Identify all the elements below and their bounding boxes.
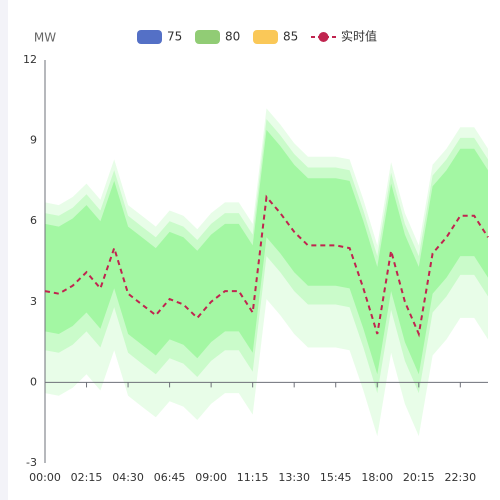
legend-label: 75 bbox=[167, 30, 182, 44]
x-tick-label: 09:00 bbox=[195, 471, 227, 484]
y-tick-label: 3 bbox=[30, 295, 37, 308]
x-tick-label: 00:00 bbox=[29, 471, 61, 484]
y-tick-label: 9 bbox=[30, 134, 37, 147]
band-area bbox=[45, 129, 488, 375]
x-tick-label: 20:15 bbox=[403, 471, 435, 484]
legend-swatch bbox=[137, 30, 162, 44]
y-tick-label: -3 bbox=[26, 456, 37, 469]
legend-swatch bbox=[253, 30, 278, 44]
legend-label: 80 bbox=[225, 30, 240, 44]
x-tick-label: 22:30 bbox=[444, 471, 476, 484]
x-tick-label: 06:45 bbox=[154, 471, 186, 484]
y-tick-label: 0 bbox=[30, 375, 37, 388]
y-tick-label: 6 bbox=[30, 214, 37, 227]
x-tick-label: 02:15 bbox=[71, 471, 103, 484]
x-tick-label: 13:30 bbox=[278, 471, 310, 484]
legend-swatch bbox=[318, 32, 329, 42]
y-tick-label: 12 bbox=[23, 53, 37, 66]
line bbox=[44, 194, 489, 338]
x-tick-label: 04:30 bbox=[112, 471, 144, 484]
legend-label: 85 bbox=[283, 30, 298, 44]
side-strip bbox=[0, 0, 8, 500]
x-tick-label: 15:45 bbox=[320, 471, 352, 484]
x-tick-label: 18:00 bbox=[361, 471, 393, 484]
x-tick-label: 11:15 bbox=[237, 471, 269, 484]
y-axis-label: MW bbox=[34, 31, 56, 45]
legend-label: 实时值 bbox=[341, 29, 377, 44]
legend-swatch bbox=[195, 30, 220, 44]
